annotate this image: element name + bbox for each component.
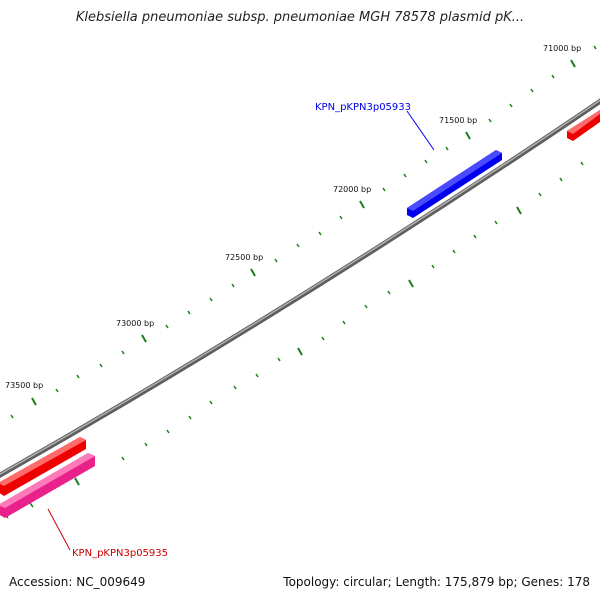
gene-label-KPN_pKPN3p05933[interactable]: KPN_pKPN3p05933 (315, 102, 411, 113)
tick-label-73500: 73500 bp (5, 381, 43, 390)
tick-label-71000: 71000 bp (543, 44, 581, 53)
map-title: Klebsiella pneumoniae subsp. pneumoniae … (75, 10, 525, 25)
tick-label-72000: 72000 bp (333, 185, 371, 194)
topology-summary: Topology: circular; Length: 175,879 bp; … (283, 575, 590, 589)
outer-tick-ring (10, 45, 597, 419)
tick-labels: 71000 bp 71500 bp 72000 bp 72500 bp 7300… (5, 44, 581, 390)
callout-line-05933 (406, 110, 435, 151)
tick-label-73000: 73000 bp (116, 319, 154, 328)
gene-KPN_pKPN3p05933[interactable] (407, 150, 502, 218)
genome-backbone (0, 98, 600, 479)
gene-KPN_pKPN3p05935[interactable] (0, 453, 95, 518)
inner-tick-ring (4, 161, 584, 519)
gene-label-KPN_pKPN3p05935[interactable]: KPN_pKPN3p05935 (72, 548, 168, 559)
accession-text: Accession: NC_009649 (9, 575, 146, 589)
gene-red-top-right[interactable] (567, 110, 600, 141)
callout-line-05935 (47, 508, 71, 551)
gene-red-lower-left[interactable] (0, 437, 86, 496)
tick-label-72500: 72500 bp (225, 253, 263, 262)
tick-label-71500: 71500 bp (439, 116, 477, 125)
